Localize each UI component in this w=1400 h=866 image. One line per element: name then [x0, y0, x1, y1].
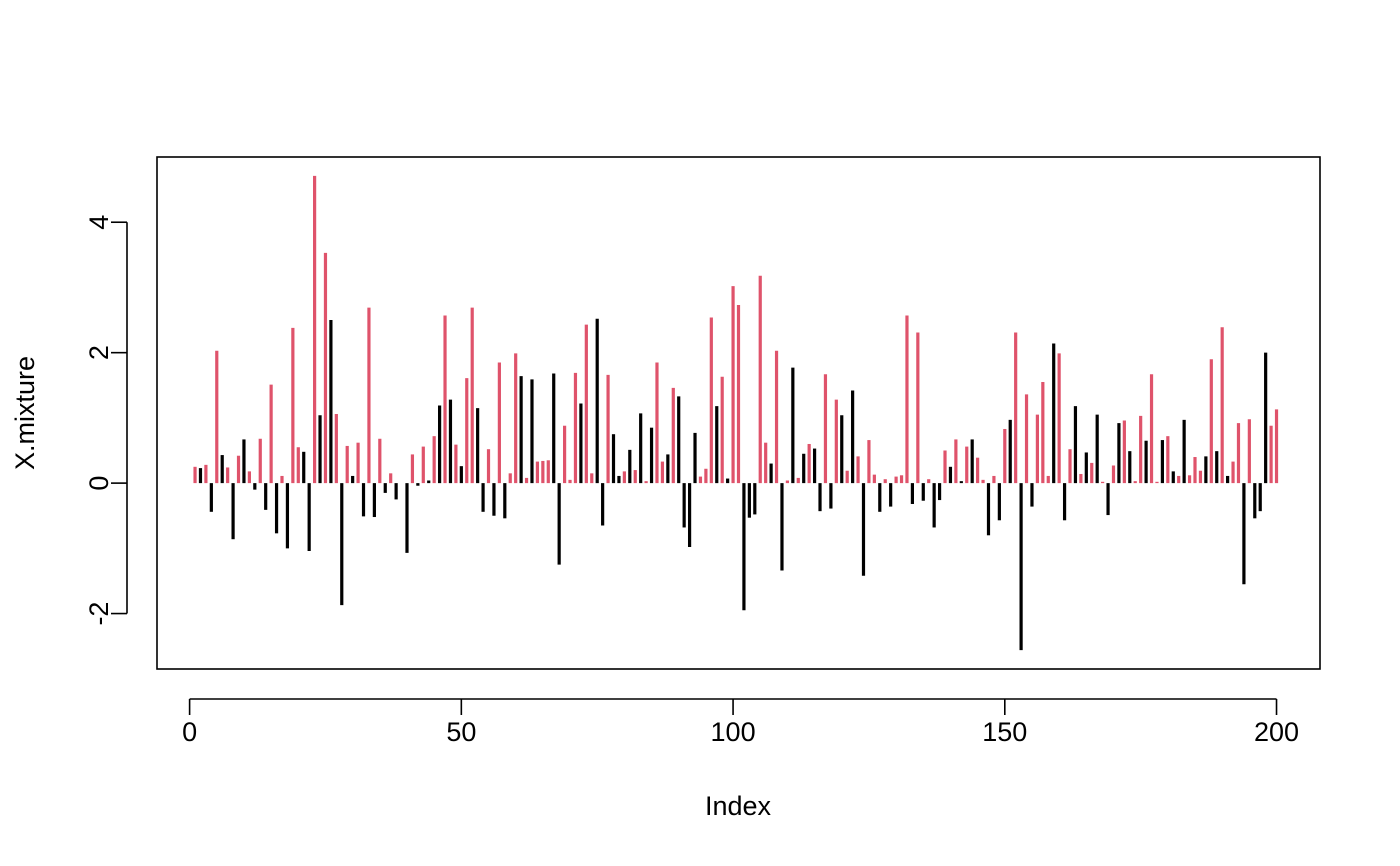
- bar-layer: [193, 175, 1279, 651]
- y-tick-label: 0: [84, 476, 114, 491]
- x-axis: 0 50 100 150 200: [182, 698, 1299, 747]
- x-tick-label: 50: [446, 717, 476, 747]
- y-tick-label: -2: [84, 602, 114, 626]
- plot-box: [156, 156, 1321, 670]
- y-tick-label: 4: [84, 215, 114, 230]
- x-tick-label: 150: [982, 717, 1027, 747]
- x-tick-label: 0: [182, 717, 197, 747]
- x-axis-label: Index: [705, 791, 772, 821]
- y-tick-label: 2: [84, 345, 114, 360]
- x-tick-label: 100: [711, 717, 756, 747]
- x-tick-label: 200: [1254, 717, 1299, 747]
- y-axis: -2 0 2 4: [84, 215, 128, 626]
- y-axis-label: X.mixture: [10, 356, 40, 470]
